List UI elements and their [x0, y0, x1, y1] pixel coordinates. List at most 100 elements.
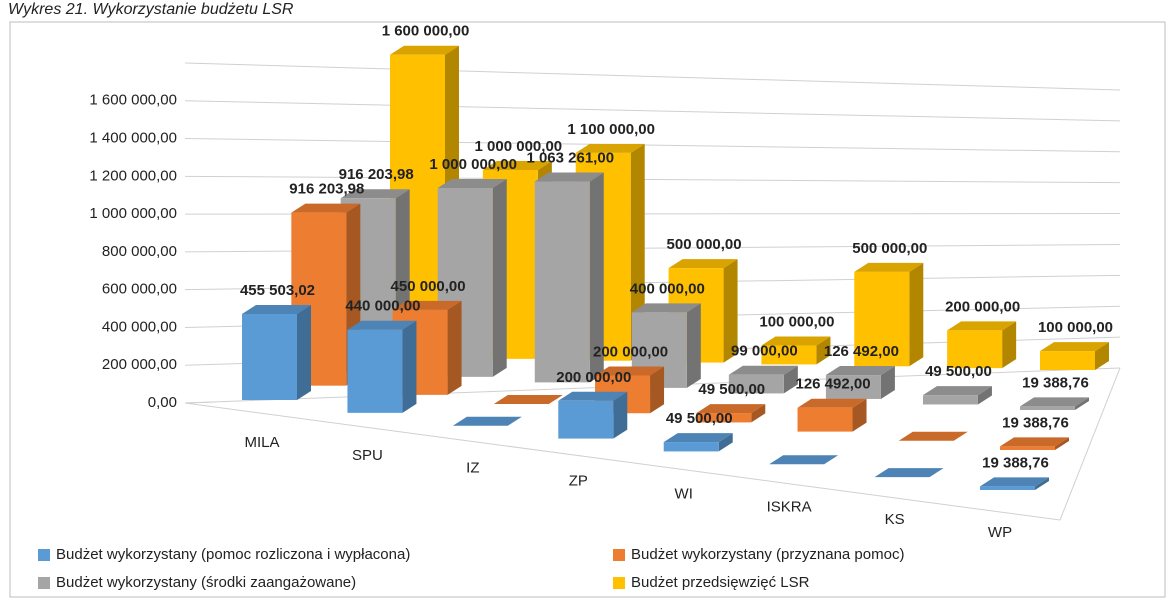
- bar-3d: [534, 172, 604, 383]
- value-label: 200 000,00: [556, 369, 631, 386]
- bar-top: [947, 321, 1017, 331]
- value-label: 200 000,00: [945, 298, 1020, 315]
- bar: [825, 375, 881, 399]
- bar-3d: [769, 455, 839, 465]
- bar-side: [718, 433, 733, 452]
- bar-side: [783, 365, 798, 394]
- bar-top: [437, 178, 507, 188]
- bar-top: [825, 366, 895, 376]
- bar-top: [390, 45, 459, 55]
- bar-side: [751, 404, 766, 423]
- bar: [1000, 446, 1055, 450]
- bar-top: [663, 433, 733, 443]
- bar-top: [728, 365, 798, 375]
- bar-side: [723, 259, 738, 363]
- bar-side: [852, 398, 867, 432]
- bar: [534, 181, 590, 383]
- bar-side: [880, 366, 895, 399]
- y-tick-label: 400 000,00: [102, 318, 177, 335]
- bar: [558, 400, 614, 439]
- bar: [242, 313, 297, 400]
- y-tick-label: 1 400 000,00: [89, 130, 177, 147]
- legend-swatch: [38, 577, 50, 589]
- value-label: 100 000,00: [759, 314, 834, 331]
- value-label: 440 000,00: [345, 298, 420, 315]
- bar-side: [402, 320, 417, 413]
- bar-side: [297, 304, 311, 400]
- bar-side: [1055, 437, 1069, 450]
- bar-side: [447, 300, 462, 395]
- legend-label: Budżet wykorzystany (środki zaangażowane…: [56, 574, 356, 591]
- bar-top: [347, 320, 417, 330]
- y-tick-label: 600 000,00: [102, 281, 177, 298]
- bar: [1040, 351, 1095, 370]
- bar-3d: [291, 203, 361, 386]
- bar-side: [492, 178, 507, 377]
- bar-top: [493, 395, 563, 405]
- bar-3d: [761, 336, 831, 365]
- legend-label: Budżet wykorzystany (przyznana pomoc): [631, 546, 904, 563]
- value-label: 1 063 261,00: [526, 150, 614, 167]
- bar-top: [980, 477, 1049, 487]
- bar-top: [854, 262, 924, 272]
- value-label: 1 600 000,00: [382, 23, 470, 40]
- bar-top: [922, 386, 992, 396]
- bar-3d: [947, 321, 1017, 369]
- value-label: 916 203,98: [339, 166, 414, 183]
- grid-line: [184, 100, 1121, 122]
- bar-3d: [874, 468, 944, 478]
- chart-title: Wykres 21. Wykorzystanie budżetu LSR: [8, 1, 294, 18]
- bar-side: [589, 172, 604, 383]
- bar-side: [1075, 397, 1089, 410]
- y-tick-label: 200 000,00: [102, 356, 177, 373]
- value-label: 49 500,00: [925, 363, 992, 380]
- bar-top: [1020, 397, 1089, 407]
- bar: [347, 329, 403, 413]
- bar-top: [696, 404, 766, 414]
- bar-side: [1002, 321, 1017, 369]
- bar-top: [575, 143, 645, 153]
- value-label: 200 000,00: [593, 343, 668, 360]
- bar-side: [1035, 477, 1049, 490]
- x-tick-label: MILA: [244, 434, 279, 451]
- x-tick-label: ZP: [569, 473, 588, 490]
- y-tick-label: 0,00: [148, 394, 177, 411]
- bar-3d: [1040, 342, 1109, 370]
- x-tick-label: SPU: [352, 447, 383, 464]
- bar-top: [1040, 342, 1109, 352]
- bar-top: [769, 455, 839, 465]
- value-label: 1 100 000,00: [567, 121, 655, 138]
- legend-swatch: [613, 577, 625, 589]
- value-label: 99 000,00: [731, 343, 798, 360]
- x-tick-label: ISKRA: [767, 498, 812, 515]
- bar-3d: [854, 262, 924, 367]
- grid-line: [184, 175, 1121, 184]
- bar-top: [452, 416, 522, 426]
- bar-side: [686, 303, 701, 388]
- bar-top: [534, 172, 604, 182]
- bar-3d: [825, 366, 895, 399]
- bar-top: [595, 366, 665, 376]
- bar-top: [482, 160, 552, 170]
- bar-3d: [663, 433, 733, 452]
- legend-label: Budżet wykorzystany (pomoc rozliczona i …: [56, 546, 410, 563]
- y-tick-label: 800 000,00: [102, 243, 177, 260]
- bar-top: [340, 189, 410, 199]
- y-tick-label: 1 000 000,00: [89, 205, 177, 222]
- x-tick-label: IZ: [466, 460, 479, 477]
- value-label: 19 388,76: [1022, 374, 1089, 391]
- bar: [728, 374, 784, 394]
- bar: [854, 271, 910, 367]
- bar-3d: [1000, 437, 1069, 450]
- bar-top: [1000, 437, 1069, 447]
- floor-left: [184, 401, 216, 404]
- bar-3d: [493, 395, 563, 405]
- legend-swatch: [613, 549, 625, 561]
- bar: [1020, 406, 1075, 410]
- bar-3d: [452, 416, 522, 426]
- bar-3d: [922, 386, 992, 405]
- bar: [922, 395, 978, 405]
- value-label: 126 492,00: [824, 343, 899, 360]
- value-label: 126 492,00: [795, 376, 870, 393]
